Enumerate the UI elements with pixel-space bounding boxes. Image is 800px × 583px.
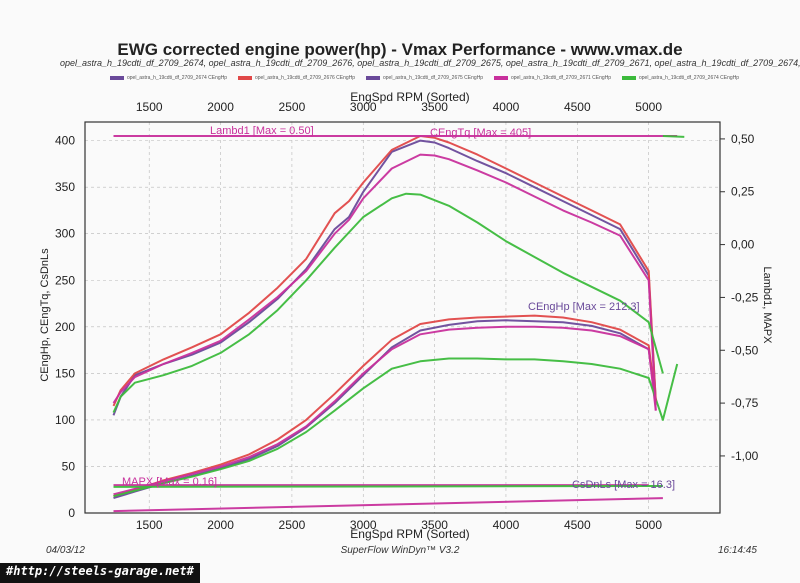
series-line-7 — [112, 153, 657, 411]
x-tick-label-top: 1500 — [136, 100, 163, 114]
series-line-3 — [113, 325, 657, 496]
annotation-mapx: MAPX [Max = 0.16] — [122, 476, 217, 488]
legend-swatch — [238, 75, 252, 80]
annotation-torque: CEngTq [Max = 405] — [430, 127, 531, 139]
x-tick-label: 5000 — [635, 518, 662, 532]
x-axis-label-top: EngSpd RPM (Sorted) — [350, 90, 469, 104]
legend-tile: opel_astra_h_19cdti_df_2709_2671 CEngHp — [494, 75, 611, 81]
x-tick-label: 4000 — [493, 518, 520, 532]
annotation-power: CEngHp [Max = 212.3] — [528, 301, 640, 313]
footer-software: SuperFlow WinDyn™ V3.2 — [340, 545, 460, 556]
legend-label: opel_astra_h_19cdti_df_2709_2675 CEngHp — [383, 75, 484, 81]
x-tick-label: 1500 — [136, 518, 163, 532]
y-axis-label-right: Lambd1, MAPX — [761, 266, 773, 344]
y-tick-label: 50 — [62, 459, 76, 473]
grid-lines — [85, 122, 720, 514]
series-line-4 — [113, 357, 679, 498]
legend-tile: opel_astra_h_19cdti_df_2709_2675 CEngHp — [366, 75, 483, 81]
legend-label: opel_astra_h_19cdti_df_2709_2671 CEngHp — [511, 75, 612, 81]
x-tick-label-top: 3500 — [421, 100, 448, 114]
x-tick-label-top: 4500 — [564, 100, 591, 114]
y-tick-label: 200 — [55, 320, 75, 334]
axis-ticks: 1500150020002000250025003000300035003500… — [55, 100, 759, 532]
x-tick-label: 3000 — [350, 518, 377, 532]
y-right-tick-label: 0,25 — [731, 185, 755, 199]
legend-swatch — [622, 75, 636, 80]
x-tick-label-top: 5000 — [635, 100, 662, 114]
series-layer — [112, 135, 685, 513]
y-right-tick-label: -0,25 — [731, 290, 759, 304]
series-line-8 — [112, 192, 664, 413]
x-tick-label: 2500 — [279, 518, 306, 532]
y-tick-label: 100 — [55, 413, 75, 427]
plot-frame — [84, 121, 721, 514]
x-tick-label: 4500 — [564, 518, 591, 532]
series-line-13 — [113, 485, 663, 488]
legend-label: opel_astra_h_19cdti_df_2709_2674 CEngHp — [127, 75, 228, 81]
x-tick-label-top: 2500 — [279, 100, 306, 114]
legend-swatch — [110, 75, 124, 80]
y-tick-label: 400 — [55, 134, 75, 148]
y-right-tick-label: -0,75 — [731, 396, 759, 410]
watermark-url: #http://steels-garage.net# — [0, 563, 200, 583]
series-line-5 — [112, 139, 657, 416]
x-tick-label: 3500 — [421, 518, 448, 532]
series-line-10 — [662, 135, 685, 138]
x-tick-label-top: 4000 — [493, 100, 520, 114]
y-right-tick-label: -0,50 — [731, 343, 759, 357]
annotation-loss: CsDnLs [Max = 16.3] — [572, 479, 675, 491]
chart-title: EWG corrected engine power(hp) - Vmax Pe… — [117, 40, 683, 59]
y-tick-label: 150 — [55, 366, 75, 380]
series-line-6 — [112, 135, 657, 407]
y-tick-label: 350 — [55, 180, 75, 194]
y-right-tick-label: 0,00 — [731, 238, 755, 252]
annotation-lambda: Lambd1 [Max = 0.50] — [210, 125, 314, 137]
x-tick-label: 2000 — [207, 518, 234, 532]
legend-tile: opel_astra_h_19cdti_df_2709_2674 CEngHp — [622, 75, 739, 81]
legend-swatch — [366, 75, 380, 80]
y-right-tick-label: 0,50 — [731, 132, 755, 146]
legend-swatch — [494, 75, 508, 80]
y-tick-label: 300 — [55, 227, 75, 241]
x-axis-label: EngSpd RPM (Sorted) — [350, 527, 469, 541]
series-line-2 — [113, 314, 657, 498]
x-tick-label-top: 3000 — [350, 100, 377, 114]
y-tick-label: 0 — [68, 506, 75, 520]
y-right-tick-label: -1,00 — [731, 449, 759, 463]
legend-tile: opel_astra_h_19cdti_df_2709_2676 CEngHp — [238, 75, 355, 81]
legend-label: opel_astra_h_19cdti_df_2709_2676 CEngHp — [255, 75, 356, 81]
legend-tile: opel_astra_h_19cdti_df_2709_2674 CEngHp — [110, 75, 227, 81]
series-line-11 — [113, 497, 663, 513]
legend-label: opel_astra_h_19cdti_df_2709_2674 CEngHp — [639, 75, 740, 81]
footer-date: 04/03/12 — [46, 545, 85, 556]
run-list: opel_astra_h_19cdti_df_2709_2674, opel_a… — [60, 58, 800, 68]
y-axis-label-left: CEngHp, CEngTq, CsDnLs — [39, 248, 51, 382]
y-tick-label: 250 — [55, 273, 75, 287]
footer-time: 16:14:45 — [718, 545, 757, 556]
x-tick-label-top: 2000 — [207, 100, 234, 114]
